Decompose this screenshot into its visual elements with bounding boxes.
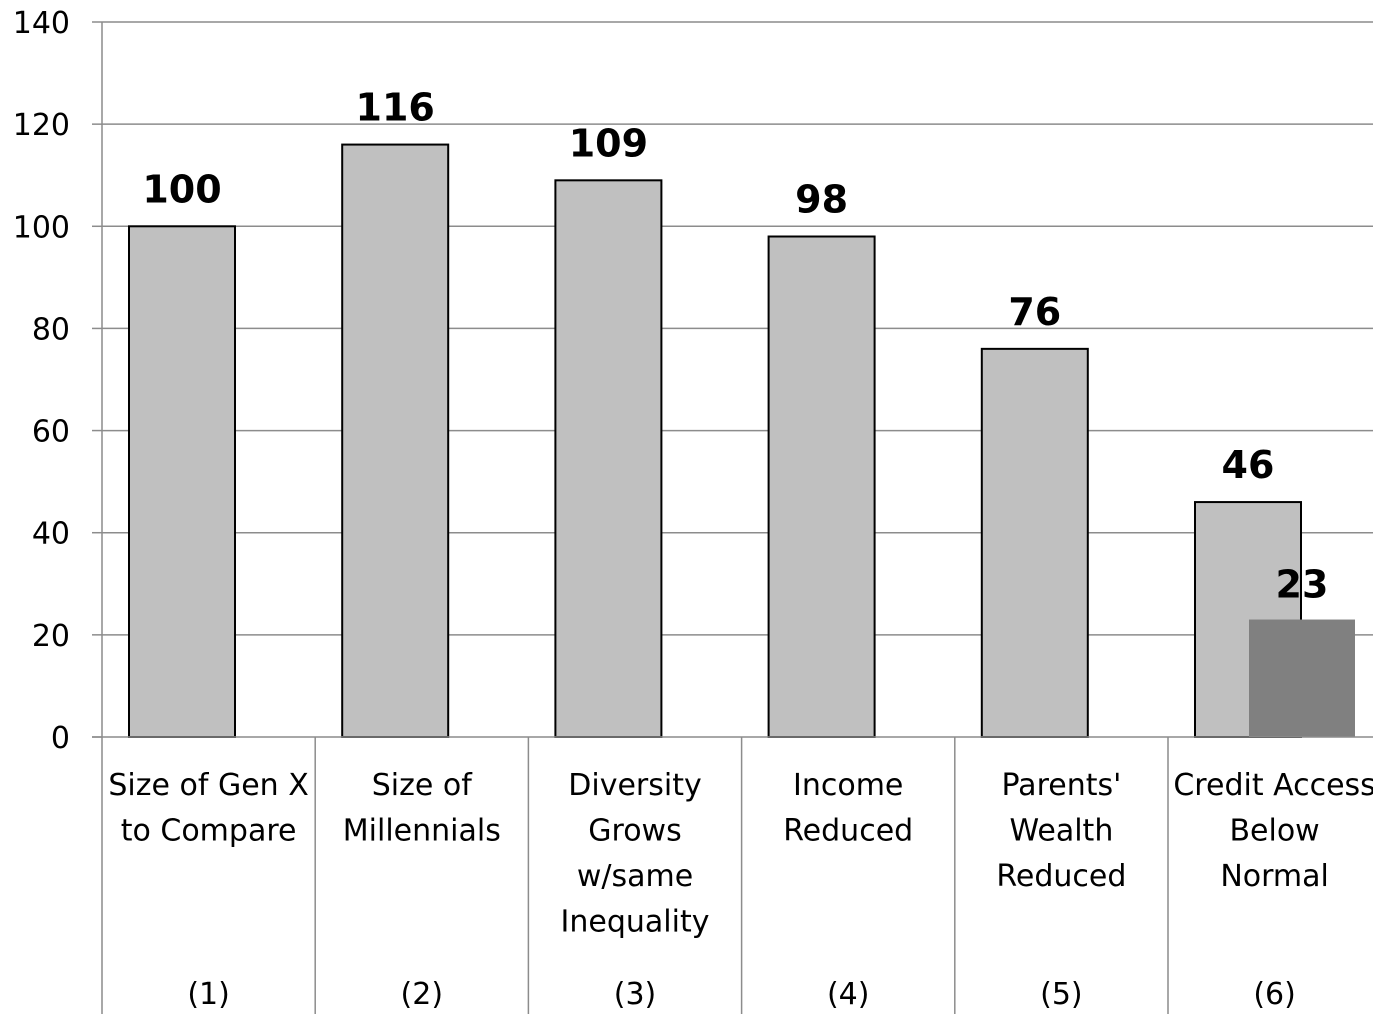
- category-number: (5): [1040, 977, 1083, 1012]
- y-tick-label: 60: [32, 415, 70, 450]
- data-label: 100: [142, 167, 221, 211]
- x-tick-label: Reduced: [783, 814, 913, 849]
- x-tick-label: Grows: [588, 814, 681, 849]
- bar: [767, 235, 876, 738]
- bar: [1249, 619, 1355, 737]
- bar: [341, 143, 450, 739]
- x-tick-label: Credit Access: [1173, 768, 1373, 803]
- x-tick-label: Reduced: [996, 859, 1126, 894]
- bar: [980, 347, 1089, 738]
- category-number: (6): [1253, 977, 1296, 1012]
- x-tick-label: to Compare: [121, 814, 297, 849]
- y-tick-label: 0: [51, 721, 70, 756]
- y-tick-label: 100: [13, 210, 70, 245]
- category-number: (4): [827, 977, 870, 1012]
- data-label: 98: [795, 178, 848, 222]
- x-tick-label: Inequality: [561, 905, 710, 940]
- y-tick-label: 80: [32, 312, 70, 347]
- x-tick-label: Below: [1229, 814, 1319, 849]
- data-label: 76: [1008, 290, 1061, 334]
- x-tick-label: Diversity: [568, 768, 701, 803]
- x-tick-label: Parents': [1001, 768, 1121, 803]
- data-label: 116: [356, 86, 435, 130]
- data-label: 109: [569, 121, 648, 165]
- bar: [128, 225, 236, 739]
- gridlines: [102, 21, 1373, 636]
- x-tick-label: Size of: [372, 768, 473, 803]
- bars: [128, 143, 1355, 739]
- x-tick-label: Millennials: [343, 814, 501, 849]
- y-tick-label: 20: [32, 619, 70, 654]
- axes: [92, 21, 1373, 1014]
- y-tick-label: 120: [13, 108, 70, 143]
- x-tick-label: Normal: [1220, 859, 1329, 894]
- data-label: 23: [1276, 563, 1329, 607]
- labels: 0 20 40 60 80 100 120 140 100 116 109 98 76 46 23 Size …: [13, 6, 1373, 1012]
- category-number: (1): [187, 977, 230, 1012]
- category-number: (3): [614, 977, 657, 1012]
- x-tick-label: w/same: [577, 859, 693, 894]
- y-tick-label: 40: [32, 517, 70, 552]
- bar: [554, 179, 663, 739]
- y-tick-label: 140: [13, 6, 70, 41]
- x-tick-label: Income: [793, 768, 903, 803]
- data-label: 46: [1222, 443, 1275, 487]
- category-number: (2): [401, 977, 444, 1012]
- x-tick-label: Size of Gen X: [108, 768, 308, 803]
- x-tick-label: Wealth: [1009, 814, 1113, 849]
